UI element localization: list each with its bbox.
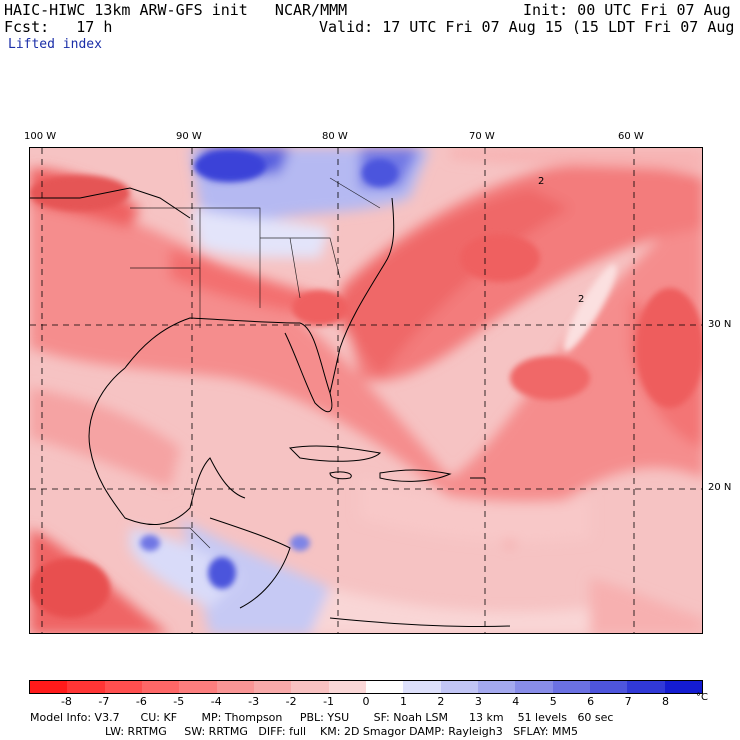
lon-label-70w: 70 W [469, 131, 495, 142]
coastline-east [329, 197, 395, 394]
colorbar-cell [664, 681, 702, 693]
colorbar-tick-label: -7 [98, 695, 110, 708]
coastlines [30, 187, 511, 627]
model-info-line1: Model Info: V3.7 CU: KF MP: Thompson PBL… [30, 711, 614, 724]
colorbar-cell [477, 681, 516, 693]
contour-label-a: 2 [538, 176, 544, 187]
colorbar-tick-label: -4 [210, 695, 222, 708]
country-border-1 [160, 527, 211, 549]
colorbar-cell [253, 681, 292, 693]
colorbar-cell [515, 681, 553, 693]
coastline-yucatan [189, 457, 246, 509]
colorbar-tick-label: -3 [248, 695, 260, 708]
colorbar-cell [291, 681, 329, 693]
colorbar-tick-label: 1 [399, 695, 407, 708]
state-border-3 [260, 237, 341, 279]
colorbar-tick-label: 4 [512, 695, 520, 708]
forecast-hour: Fcst: 17 h [4, 18, 113, 36]
colorbar-tick-label: -1 [323, 695, 335, 708]
colorbar [29, 680, 703, 694]
contour-label-b: 2 [578, 294, 584, 305]
political-borders [130, 177, 381, 549]
lat-label-20n: 20 N [708, 482, 732, 493]
colorbar-tick-label: 0 [362, 695, 370, 708]
colorbar-tick-label: 7 [624, 695, 632, 708]
colorbar-cell [30, 681, 68, 693]
colorbar-tick-label: -6 [135, 695, 147, 708]
colorbar-tick-label: 8 [662, 695, 670, 708]
coastline-mexico-gulf [88, 367, 191, 526]
coastline-north [30, 187, 191, 219]
colorbar-cell [627, 681, 665, 693]
coastline-gulf-florida [124, 317, 333, 413]
state-border-2 [200, 207, 261, 308]
lon-label-60w: 60 W [618, 131, 644, 142]
colorbar-cell [104, 681, 142, 693]
colorbar-unit: °C [696, 692, 708, 703]
state-border-1 [130, 207, 201, 269]
colorbar-tick-label: -2 [285, 695, 297, 708]
island-cuba [288, 445, 382, 462]
convective-cores [30, 150, 702, 618]
colorbar-tick-label: -5 [173, 695, 185, 708]
island-jamaica [329, 471, 352, 480]
colorbar-cell [67, 681, 105, 693]
colorbar-cell [589, 681, 628, 693]
map-canvas: 2 2 [30, 148, 702, 633]
colorbar-cell [552, 681, 590, 693]
colorbar-tick-label: 2 [437, 695, 445, 708]
lifted-index-map: 2 2 [29, 147, 703, 634]
colorbar-tick-label: 6 [587, 695, 595, 708]
field-name: Lifted index [8, 37, 102, 52]
graticule [30, 148, 702, 633]
colorbar-cell [440, 681, 478, 693]
coastline-south-america [329, 617, 511, 627]
model-info-line2: LW: RRTMG SW: RRTMG DIFF: full KM: 2D Sm… [105, 725, 578, 738]
init-time: Init: 00 UTC Fri 07 Aug 15 [523, 1, 740, 19]
island-hispaniola [379, 469, 452, 482]
colorbar-tick-label: 5 [549, 695, 557, 708]
colorbar-cell [403, 681, 441, 693]
colorbar-cell [141, 681, 180, 693]
model-title: HAIC-HIWC 13km ARW-GFS init NCAR/MMM [4, 1, 348, 19]
coastline-central-america [209, 517, 291, 609]
lon-label-100w: 100 W [24, 131, 57, 142]
state-border-4 [289, 237, 301, 299]
lon-label-80w: 80 W [322, 131, 348, 142]
valid-time: Valid: 17 UTC Fri 07 Aug 15 (15 LDT Fri … [319, 18, 740, 36]
colorbar-cell [216, 681, 254, 693]
colorbar-cell [328, 681, 366, 693]
colorbar-tick-label: -8 [60, 695, 72, 708]
colorbar-cell [365, 681, 404, 693]
lat-label-30n: 30 N [708, 319, 732, 330]
colorbar-cell [179, 681, 217, 693]
lon-label-90w: 90 W [176, 131, 202, 142]
colorbar-tick-label: 3 [474, 695, 482, 708]
